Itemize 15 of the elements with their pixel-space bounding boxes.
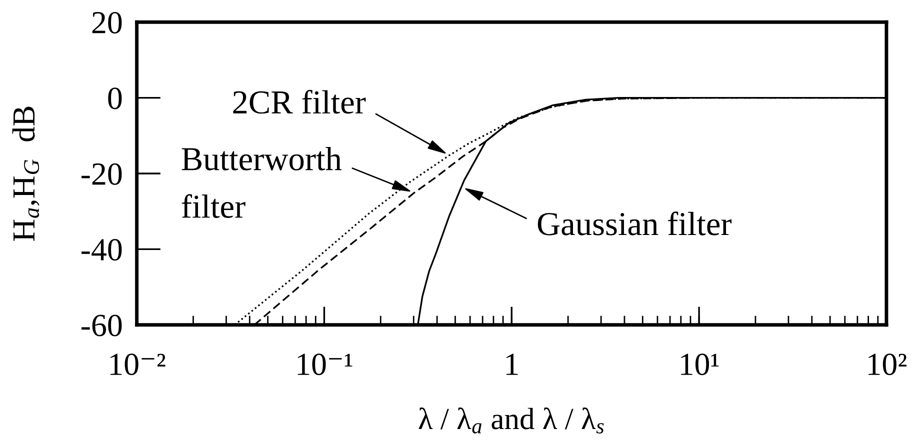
x-tick-label: 10¹ (681, 354, 719, 376)
annotation: Butterworth filter (182, 146, 342, 218)
y-tick-label: 0 (108, 88, 122, 110)
x-tick-label: 10⁻¹ (298, 354, 352, 376)
y-axis-title: H$_{a}$,H$_{G}$ dB (12, 106, 40, 241)
annotation: 2CR filter (233, 90, 366, 114)
y-tick-label: -40 (82, 239, 122, 261)
y-tick-label: -60 (82, 314, 122, 336)
x-tick-label: 1 (506, 354, 518, 375)
x-tick-label: 10⁻² (110, 354, 166, 376)
y-tick-label: 20 (92, 12, 122, 34)
x-axis-title: λ / λ$_{a}$ and λ / λ$_{s}$ (418, 408, 604, 434)
annotation: Gaussian filter (538, 212, 732, 236)
x-tick-label: 10² (868, 354, 906, 376)
y-tick-label: -20 (82, 163, 122, 185)
